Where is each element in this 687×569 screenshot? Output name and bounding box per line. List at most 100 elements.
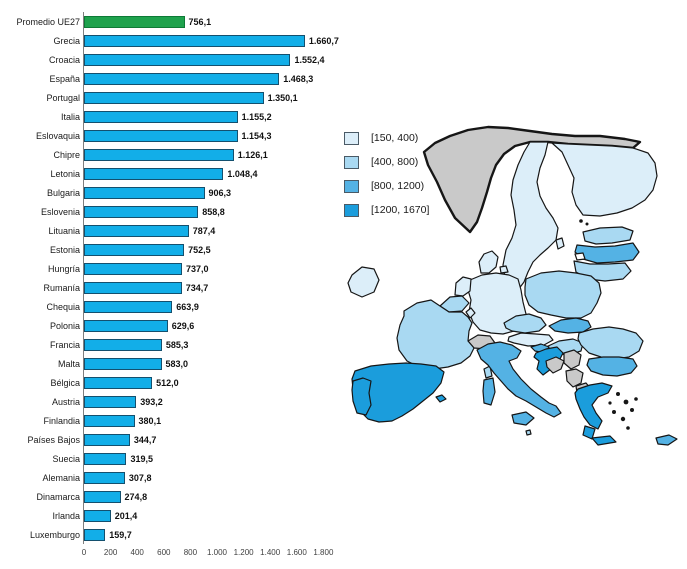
x-tick-label: 0 (81, 548, 87, 557)
bar-row: Italia 1.155,2 (0, 107, 360, 126)
map-country-poland (524, 270, 602, 319)
bar (84, 357, 162, 370)
legend-label: [150, 400) (371, 132, 419, 144)
bar (84, 186, 205, 199)
bar-track: 1.468,3 (83, 69, 360, 88)
category-label: Portugal (46, 92, 80, 103)
bar (84, 110, 238, 123)
bar (84, 224, 189, 237)
bar-track: 274,8 (83, 487, 360, 506)
bar-row: Eslovaquia 1.154,3 (0, 126, 360, 145)
bar-track: 159,7 (83, 525, 360, 544)
category-label: Lituania (48, 225, 80, 236)
bar-track: 906,3 (83, 183, 360, 202)
category-label: Chequia (46, 301, 80, 312)
island-dots (579, 219, 638, 430)
category-label: Grecia (53, 35, 80, 46)
bar (84, 129, 238, 142)
bar-track: 1.350,1 (83, 88, 360, 107)
bar-row: Bulgaria 906,3 (0, 183, 360, 202)
map-island-crete (591, 435, 617, 446)
map-country-slovakia (548, 317, 592, 334)
category-label: Polonia (49, 320, 80, 331)
bar-row: Dinamarca 274,8 (0, 487, 360, 506)
x-tick-label: 400 (130, 548, 144, 557)
value-label: 1.126,1 (237, 149, 268, 160)
bar (84, 91, 264, 104)
value-label: 787,4 (192, 225, 216, 236)
value-label: 1.154,3 (241, 130, 272, 141)
bar-track: 756,1 (83, 12, 360, 31)
x-tick-label: 1.800 (313, 548, 334, 557)
map-country-france (396, 299, 475, 370)
bar-row: España 1.468,3 (0, 69, 360, 88)
x-axis: 0 200 400 600 800 1.000 1.200 1.400 1.600 1.800 (0, 548, 360, 562)
map-country-greece (574, 382, 613, 430)
category-label: Rumanía (43, 282, 80, 293)
category-label: Dinamarca (36, 491, 80, 502)
bar-track: 583,0 (83, 354, 360, 373)
bar-track: 380,1 (83, 411, 360, 430)
category-label: Letonia (50, 168, 80, 179)
value-label: 1.350,1 (267, 92, 298, 103)
map-country-luxembourg (465, 307, 476, 319)
category-label: Austria (51, 396, 80, 407)
map-country-serbia (563, 349, 582, 370)
bar-row: Chipre 1.126,1 (0, 145, 360, 164)
bar-row: Estonia 752,5 (0, 240, 360, 259)
bar (84, 34, 305, 47)
legend-swatch (344, 179, 359, 193)
bar (84, 490, 121, 503)
value-label: 752,5 (188, 244, 211, 255)
bar (84, 319, 168, 332)
bar-row: Malta 583,0 (0, 354, 360, 373)
bar (84, 72, 280, 85)
category-label: Bulgaria (46, 187, 80, 198)
map-region-peloponnese (582, 425, 596, 440)
value-label: 858,8 (202, 206, 225, 217)
bar-track: 1.048,4 (83, 164, 360, 183)
map-country-montenegro-albania (565, 368, 584, 388)
category-label: Luxemburgo (29, 529, 80, 540)
category-label: Países Bajos (27, 434, 80, 445)
map-country-portugal (351, 377, 372, 416)
bar-row: Irlanda 201,4 (0, 506, 360, 525)
value-label: 319,5 (130, 453, 154, 464)
bar-track: 1.154,3 (83, 126, 360, 145)
map-country-finland (551, 142, 658, 217)
value-label: 1.155,2 (241, 111, 272, 122)
x-tick-label: 1.000 (206, 548, 228, 557)
bar-track: 1.126,1 (83, 145, 360, 164)
bar-track: 201,4 (83, 506, 360, 525)
bar (84, 262, 183, 275)
bar-track: 629,6 (83, 316, 360, 335)
category-label: Promedio UE27 (16, 16, 80, 27)
bar-row: Promedio UE27 756,1 (0, 12, 360, 31)
bar-track: 663,9 (83, 297, 360, 316)
category-label: Francia (49, 339, 80, 350)
legend-item: [400, 800) (344, 150, 429, 174)
bar-chart: Promedio UE27 756,1 Grecia 1.660,7 Croacia 1.… (0, 12, 360, 544)
bar-track: 1.552,4 (83, 50, 360, 69)
category-label: Bélgica (50, 377, 80, 388)
bar-row: Finlandia 380,1 (0, 411, 360, 430)
legend-swatch (344, 155, 359, 169)
map-island-sicily (511, 411, 535, 426)
value-label: 380,1 (138, 415, 162, 426)
bar-row: Suecia 319,5 (0, 449, 360, 468)
bar (84, 205, 199, 218)
map-country-italy (476, 341, 562, 418)
map-country-netherlands (454, 276, 472, 297)
bar-track: 734,7 (83, 278, 360, 297)
value-label: 393,2 (140, 396, 163, 407)
bar (84, 300, 173, 313)
bar-track: 1.660,7 (83, 31, 360, 50)
value-label: 756,1 (188, 16, 212, 27)
map-region-kaliningrad (574, 252, 586, 261)
value-label: 583,0 (165, 358, 189, 369)
bar (84, 167, 224, 180)
bar (84, 148, 234, 161)
bar (84, 433, 130, 446)
category-label: Alemania (42, 472, 80, 483)
legend-item: [800, 1200) (344, 174, 429, 198)
